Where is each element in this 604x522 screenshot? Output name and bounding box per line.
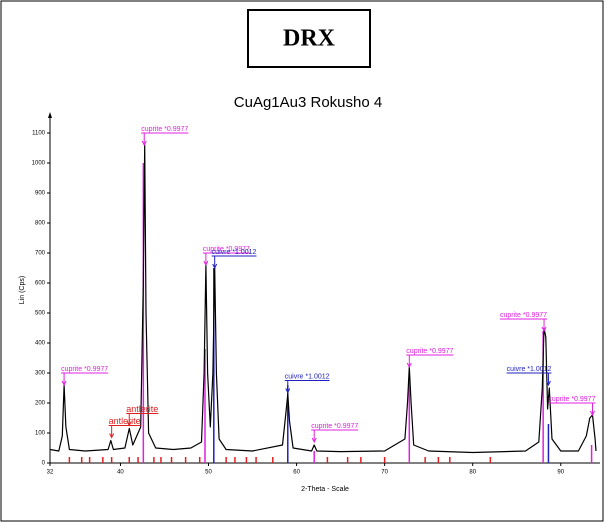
y-tick-label: 800 bbox=[35, 221, 46, 227]
chart-title: DRX bbox=[283, 26, 336, 52]
annotation-label: cuprite *0.9977 bbox=[406, 348, 453, 355]
annotation-arrowhead bbox=[203, 260, 209, 267]
y-tick-label: 900 bbox=[35, 191, 46, 197]
y-tick-label: 200 bbox=[35, 401, 46, 407]
x-axis-label: 2-Theta - Scale bbox=[301, 486, 349, 493]
x-tick-label: 40 bbox=[117, 470, 124, 476]
annotation-label: cuivre *1.0012 bbox=[507, 366, 552, 373]
annotation-arrowhead bbox=[212, 263, 218, 270]
annotation-label: cuprite *0.9977 bbox=[203, 246, 250, 253]
y-tick-label: 1100 bbox=[32, 131, 46, 137]
chart-subtitle: CuAg1Au3 Rokusho 4 bbox=[234, 94, 382, 111]
annotation-label: cuprite *0.9977 bbox=[61, 366, 108, 373]
annotation-label: cuprite *0.9977 bbox=[500, 312, 547, 319]
annotation-arrowhead bbox=[141, 140, 147, 147]
annotation-arrowhead bbox=[541, 326, 547, 333]
y-tick-label: 400 bbox=[35, 341, 46, 347]
y-axis-label: Lin (Cps) bbox=[19, 276, 26, 304]
y-tick-label: 1000 bbox=[32, 161, 46, 167]
y-tick-label: 300 bbox=[35, 371, 46, 377]
y-tick-label: 0 bbox=[42, 461, 46, 467]
annotation-label: cuivre *1.0012 bbox=[285, 373, 330, 380]
x-tick-label: 32 bbox=[47, 470, 54, 476]
annotation-arrowhead bbox=[126, 421, 132, 427]
annotation-arrowhead bbox=[406, 362, 412, 369]
x-tick-label: 70 bbox=[381, 470, 388, 476]
x-tick-label: 80 bbox=[469, 470, 476, 476]
annotation-label: cuivre *1.0012 bbox=[212, 249, 257, 256]
y-axis-arrow bbox=[48, 112, 52, 118]
annotation-arrowhead bbox=[590, 410, 595, 417]
x-tick-label: 90 bbox=[557, 470, 564, 476]
annotation-arrowhead bbox=[545, 380, 551, 387]
annotation-arrowhead bbox=[61, 380, 67, 387]
y-tick-label: 500 bbox=[35, 311, 46, 317]
x-tick-label: 60 bbox=[293, 470, 300, 476]
y-tick-label: 700 bbox=[35, 251, 46, 257]
diffraction-line bbox=[49, 144, 597, 454]
annotation-label: cuprite *0.9977 bbox=[311, 423, 358, 430]
y-tick-label: 100 bbox=[35, 431, 46, 437]
title-box bbox=[247, 9, 371, 68]
x-tick-label: 50 bbox=[205, 470, 212, 476]
annotation-label: cuprite *0.9977 bbox=[141, 126, 188, 133]
annotation-arrowhead bbox=[109, 433, 115, 439]
annotation-arrowhead bbox=[311, 437, 317, 444]
annotation-label: antlerite bbox=[109, 416, 141, 426]
y-tick-label: 600 bbox=[35, 281, 46, 287]
annotation-label: cuprite *0.9977 bbox=[548, 396, 595, 403]
annotation-label: antlerite bbox=[126, 404, 158, 414]
annotation-arrowhead bbox=[285, 388, 291, 394]
